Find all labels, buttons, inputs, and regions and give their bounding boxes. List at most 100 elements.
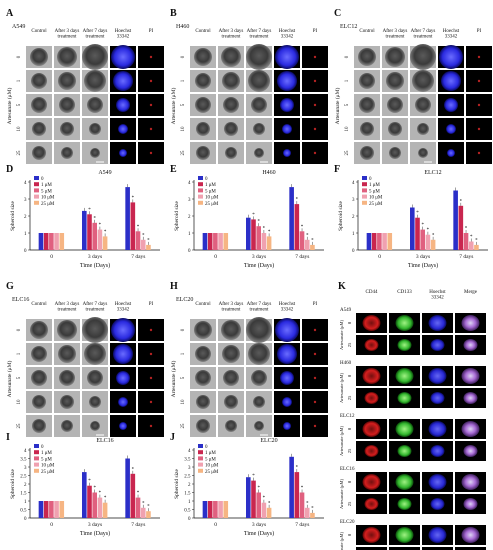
- y-tick-label: 0: [24, 517, 27, 522]
- spheroid: [387, 97, 403, 113]
- bar: [213, 501, 218, 518]
- y-tick-label: 1.5: [20, 492, 27, 497]
- bar: [207, 501, 213, 518]
- spheroid: [359, 97, 375, 113]
- x-axis-title: Time (Days): [80, 530, 110, 537]
- y-axis-label: Artesunate (μM): [339, 319, 344, 350]
- spheroid: [84, 343, 106, 365]
- spheroid: [32, 122, 46, 136]
- spheroid: [415, 97, 431, 113]
- bar: [453, 190, 458, 250]
- legend-swatch: [34, 462, 39, 467]
- panel-letter: E: [170, 164, 177, 175]
- spheroid: [410, 44, 436, 70]
- bar: [310, 512, 315, 518]
- spheroid: [389, 147, 401, 159]
- spheroid: [32, 419, 46, 433]
- y-axis-title: Spheroid size: [338, 201, 344, 231]
- significance-asterisk: *: [311, 238, 314, 243]
- cell-line-label: ELC20: [340, 520, 355, 525]
- row-label: 25: [17, 423, 22, 429]
- y-tick-label: 3.5: [184, 458, 191, 463]
- hoechst-stain: [428, 421, 447, 437]
- x-axis-title: Time (Days): [408, 262, 438, 269]
- row-label: 10: [17, 399, 22, 405]
- cd44-stain: [362, 315, 381, 331]
- bar: [304, 507, 310, 518]
- spheroid: [194, 321, 212, 339]
- y-tick-label: 3: [188, 198, 191, 203]
- bar: [82, 472, 87, 518]
- pi-stain: [313, 352, 317, 356]
- pi-stain: [313, 376, 317, 380]
- row-label: 0: [181, 328, 186, 331]
- spheroid: [223, 97, 239, 113]
- column-header: Hoechst 33342: [443, 29, 460, 40]
- spheroid: [221, 320, 241, 340]
- pi-stain: [313, 151, 317, 155]
- spheroid: [251, 370, 267, 386]
- legend-label: 1 μM: [41, 183, 52, 188]
- hoechst-stain: [430, 339, 445, 351]
- pi-stain: [477, 151, 481, 155]
- legend-label: 0: [205, 177, 208, 182]
- y-tick-label: 0.5: [184, 509, 191, 514]
- cell-line-label: ELC12: [340, 24, 357, 30]
- bar: [92, 492, 97, 518]
- x-tick-label: 7 days: [131, 254, 145, 260]
- legend-label: 25 μM: [205, 202, 219, 207]
- hoechst-nucleus-stain: [113, 344, 133, 364]
- legend-swatch: [34, 468, 39, 473]
- legend-swatch: [198, 188, 203, 193]
- column-header: PI: [477, 29, 482, 34]
- spheroid: [89, 396, 101, 408]
- significance-asterisk: *: [268, 230, 271, 235]
- spheroid: [61, 420, 73, 432]
- cell-line-label: ELC16: [12, 297, 29, 303]
- bar: [382, 233, 387, 250]
- significance-asterisk: *: [460, 199, 463, 204]
- column-header: Control: [359, 29, 375, 34]
- legend-swatch: [198, 456, 203, 461]
- hoechst-nucleus-stain: [116, 98, 130, 112]
- legend-swatch: [34, 200, 39, 205]
- spheroid: [388, 122, 402, 136]
- hoechst-nucleus-stain: [119, 422, 127, 430]
- hoechst-nucleus-stain: [280, 98, 294, 112]
- bar: [87, 214, 92, 250]
- row-label: 5: [181, 376, 186, 379]
- significance-asterisk: *: [88, 479, 91, 484]
- immunofluorescence-image: [389, 547, 420, 550]
- spheroid: [254, 421, 264, 431]
- bar: [463, 233, 469, 250]
- significance-asterisk: *: [104, 496, 107, 501]
- legend-swatch: [198, 450, 203, 455]
- panel-letter: A: [6, 8, 14, 19]
- hoechst-nucleus-stain: [447, 149, 455, 157]
- merge-stain: [461, 368, 480, 384]
- legend-label: 25 μM: [369, 202, 383, 207]
- y-axis-label: Artesunate (μM): [339, 372, 344, 403]
- bar: [371, 233, 377, 250]
- spheroid: [246, 44, 272, 70]
- bar: [425, 234, 431, 250]
- hoechst-nucleus-stain: [444, 98, 458, 112]
- y-tick-label: 3: [352, 198, 355, 203]
- legend-label: 5 μM: [205, 457, 216, 462]
- y-axis-title: Spheroid size: [10, 469, 16, 499]
- spheroid: [196, 122, 210, 136]
- pi-stain: [313, 400, 317, 404]
- bar: [304, 239, 310, 250]
- spheroid: [246, 317, 272, 343]
- bar: [294, 204, 300, 250]
- x-tick-label: 7 days: [295, 522, 309, 528]
- hoechst-nucleus-stain: [280, 371, 294, 385]
- hoechst-nucleus-stain: [275, 318, 299, 342]
- row-label: 0: [347, 427, 352, 430]
- bar: [420, 229, 425, 250]
- pi-stain: [149, 127, 153, 131]
- hoechst-nucleus-stain: [277, 71, 297, 91]
- legend-swatch: [362, 188, 367, 193]
- chart-title: ELC12: [424, 170, 441, 176]
- column-header: After 7 days treatment: [411, 29, 436, 40]
